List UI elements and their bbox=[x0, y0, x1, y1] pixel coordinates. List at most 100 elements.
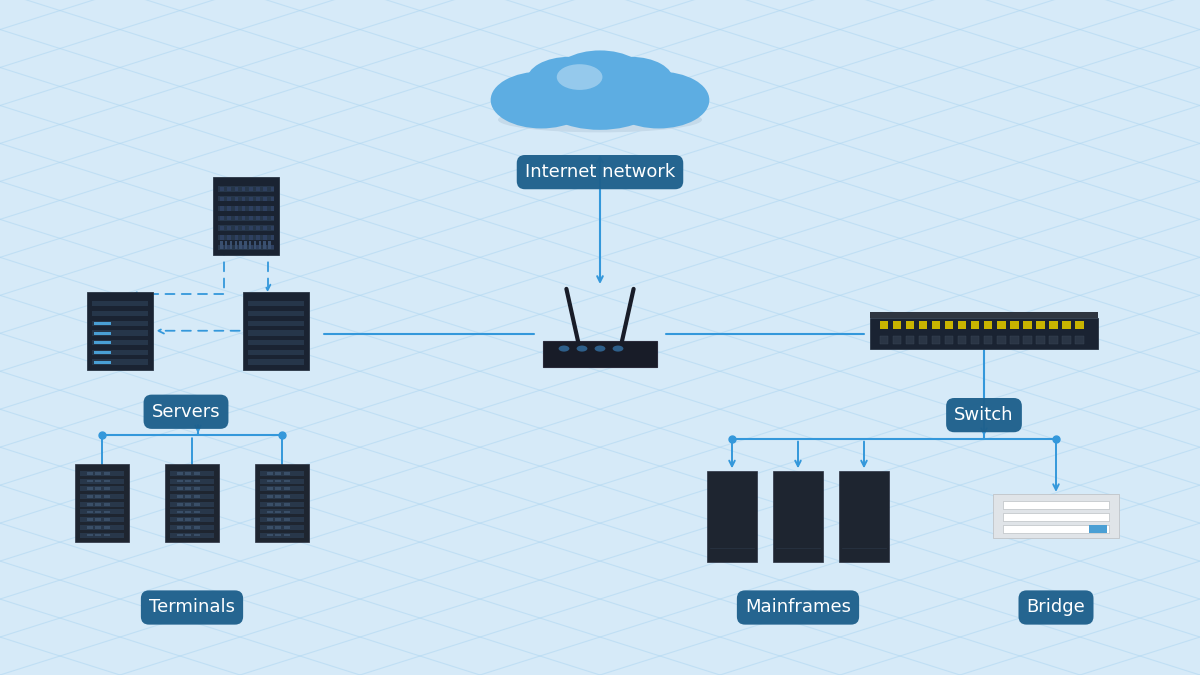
Bar bbox=[971, 335, 979, 344]
Bar bbox=[170, 525, 215, 530]
Bar bbox=[919, 335, 928, 344]
Bar bbox=[186, 518, 192, 521]
Bar bbox=[104, 480, 110, 483]
Bar bbox=[276, 518, 282, 521]
FancyBboxPatch shape bbox=[244, 292, 310, 370]
Bar bbox=[194, 487, 199, 490]
Bar bbox=[266, 480, 274, 483]
Bar bbox=[178, 518, 184, 521]
Bar bbox=[186, 534, 192, 537]
Bar bbox=[80, 533, 125, 537]
Bar bbox=[931, 335, 941, 344]
Bar bbox=[242, 207, 246, 211]
Bar bbox=[221, 241, 223, 249]
Bar bbox=[80, 486, 125, 491]
Bar bbox=[170, 494, 215, 499]
Bar bbox=[264, 187, 268, 191]
Bar bbox=[1003, 501, 1110, 509]
Bar bbox=[266, 495, 274, 498]
Bar bbox=[228, 236, 230, 240]
Bar bbox=[257, 236, 260, 240]
Bar bbox=[230, 241, 233, 249]
Bar bbox=[276, 503, 282, 506]
Bar bbox=[248, 321, 305, 326]
Bar bbox=[257, 245, 260, 250]
Bar bbox=[221, 207, 223, 211]
Bar bbox=[96, 534, 101, 537]
Bar bbox=[284, 518, 290, 521]
Bar bbox=[958, 335, 966, 344]
Bar bbox=[257, 225, 260, 230]
Bar bbox=[92, 311, 149, 316]
Circle shape bbox=[588, 57, 673, 105]
Text: Mainframes: Mainframes bbox=[745, 599, 851, 616]
Bar bbox=[284, 487, 290, 490]
Bar bbox=[186, 526, 192, 529]
Circle shape bbox=[527, 57, 612, 105]
Bar bbox=[264, 245, 268, 250]
Bar bbox=[228, 225, 230, 230]
Bar bbox=[104, 495, 110, 498]
Bar bbox=[257, 196, 260, 201]
Bar bbox=[92, 359, 149, 364]
Bar bbox=[80, 517, 125, 522]
Bar bbox=[88, 480, 94, 483]
Bar bbox=[221, 245, 223, 250]
Bar bbox=[893, 321, 901, 329]
Bar bbox=[271, 196, 275, 201]
Bar bbox=[906, 335, 914, 344]
Bar bbox=[906, 321, 914, 329]
Bar bbox=[250, 216, 253, 220]
Bar bbox=[80, 479, 125, 483]
Bar bbox=[919, 321, 928, 329]
Bar bbox=[997, 321, 1006, 329]
Bar bbox=[984, 335, 992, 344]
Circle shape bbox=[595, 346, 606, 352]
Bar bbox=[235, 245, 239, 250]
Bar bbox=[257, 207, 260, 211]
Bar bbox=[248, 350, 305, 355]
Bar bbox=[170, 471, 215, 476]
Bar bbox=[264, 241, 266, 249]
Bar bbox=[248, 330, 305, 335]
Bar bbox=[194, 495, 199, 498]
FancyBboxPatch shape bbox=[166, 464, 220, 541]
Bar bbox=[96, 510, 101, 513]
Bar bbox=[96, 495, 101, 498]
Bar bbox=[80, 510, 125, 514]
Circle shape bbox=[491, 72, 592, 128]
Bar bbox=[260, 471, 305, 476]
Bar bbox=[221, 225, 223, 230]
Bar bbox=[218, 215, 274, 221]
Bar bbox=[104, 472, 110, 475]
Bar bbox=[96, 518, 101, 521]
Bar bbox=[944, 335, 953, 344]
Bar bbox=[257, 187, 260, 191]
Bar bbox=[186, 480, 192, 483]
Bar bbox=[1010, 335, 1019, 344]
Bar bbox=[170, 533, 215, 537]
Bar bbox=[1075, 321, 1084, 329]
Bar bbox=[186, 510, 192, 513]
Bar bbox=[971, 321, 979, 329]
Bar bbox=[178, 487, 184, 490]
Circle shape bbox=[559, 346, 570, 352]
Bar bbox=[80, 502, 125, 507]
Bar bbox=[260, 525, 305, 530]
Bar bbox=[186, 472, 192, 475]
Bar bbox=[194, 518, 199, 521]
Bar bbox=[178, 480, 184, 483]
Bar bbox=[248, 359, 305, 364]
Bar bbox=[104, 526, 110, 529]
Bar bbox=[170, 517, 215, 522]
FancyBboxPatch shape bbox=[707, 471, 757, 562]
Bar bbox=[170, 510, 215, 514]
Bar bbox=[95, 342, 112, 344]
Bar bbox=[242, 196, 246, 201]
Bar bbox=[260, 517, 305, 522]
Bar bbox=[1003, 525, 1110, 533]
FancyBboxPatch shape bbox=[773, 471, 823, 562]
Bar bbox=[104, 487, 110, 490]
Bar bbox=[264, 207, 268, 211]
Bar bbox=[88, 518, 94, 521]
